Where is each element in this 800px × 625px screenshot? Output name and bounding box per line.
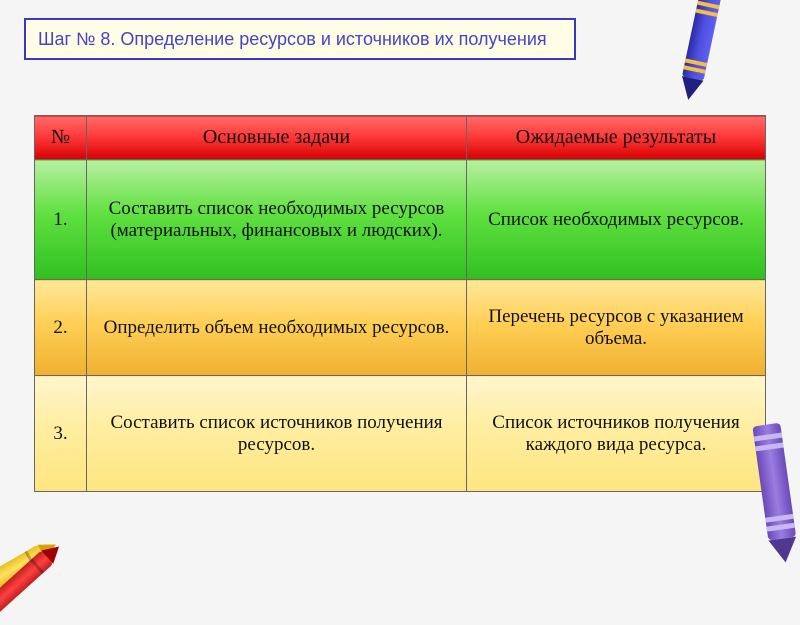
- cell-task: Составить список необходимых ресурсов (м…: [87, 160, 467, 280]
- cell-num: 2.: [35, 280, 87, 376]
- cell-result: Список необходимых ресурсов.: [467, 160, 766, 280]
- cell-num: 1.: [35, 160, 87, 280]
- table-row: 2. Определить объем необходимых ресурсов…: [35, 280, 766, 376]
- header-results: Ожидаемые результаты: [467, 116, 766, 160]
- cell-result: Список источников получения каждого вида…: [467, 376, 766, 492]
- table-row: 3. Составить список источников получения…: [35, 376, 766, 492]
- resources-table: № Основные задачи Ожидаемые результаты 1…: [34, 115, 766, 492]
- table-row: 1. Составить список необходимых ресурсов…: [35, 160, 766, 280]
- page-title: Шаг № 8. Определение ресурсов и источник…: [38, 29, 547, 50]
- header-tasks: Основные задачи: [87, 116, 467, 160]
- cell-task: Составить список источников получения ре…: [87, 376, 467, 492]
- crayon-purple-icon: [752, 423, 799, 566]
- header-num: №: [35, 116, 87, 160]
- cell-num: 3.: [35, 376, 87, 492]
- cell-task: Определить объем необходимых ресурсов.: [87, 280, 467, 376]
- title-box: Шаг № 8. Определение ресурсов и источник…: [24, 18, 576, 60]
- crayons-yellow-red-icon: [0, 536, 100, 606]
- cell-result: Перечень ресурсов с указанием объема.: [467, 280, 766, 376]
- table-header-row: № Основные задачи Ожидаемые результаты: [35, 116, 766, 160]
- crayon-blue-icon: [677, 0, 721, 105]
